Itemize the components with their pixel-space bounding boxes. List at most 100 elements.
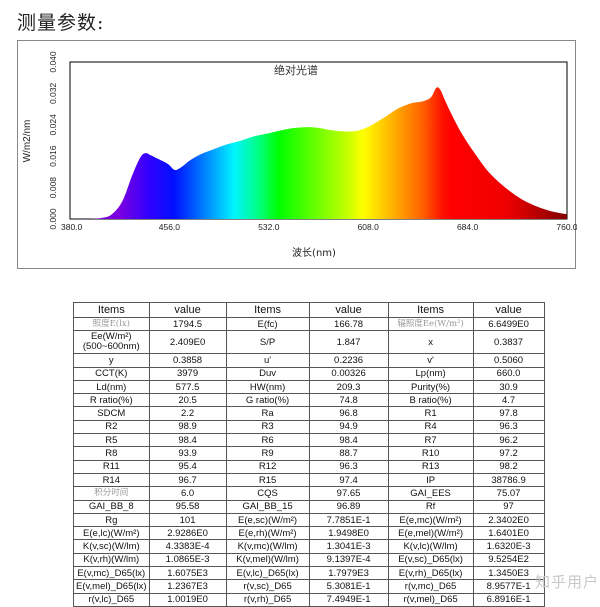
item-label: R8 xyxy=(73,446,150,461)
x-tick-label: 608.0 xyxy=(358,222,380,232)
header-items-1: Items xyxy=(73,302,150,318)
table-row: E(v,mc)_D65(lx) 1.6075E3 E(v,lc)_D65(lx) 1.… xyxy=(73,566,545,581)
y-tick-label: 0.008 xyxy=(48,177,58,199)
spectrum-area xyxy=(70,87,567,220)
item-value: 6.0 xyxy=(148,486,227,501)
item-label: Lp(nm) xyxy=(387,366,474,381)
item-label: GAI_BB_8 xyxy=(73,499,150,514)
item-label: R3 xyxy=(225,419,310,435)
table-row: CCT(K) 3979 Duv 0.00326 Lp(nm) 660.0 xyxy=(73,366,545,381)
table-row: SDCM 2.2 Ra 96.8 R1 97.8 xyxy=(73,406,545,421)
table-row: Rg 101 E(e,sc)(W/m²) 7.7851E-1 E(e,mc)(W/m²)… xyxy=(73,512,545,528)
item-value: 1.9498E0 xyxy=(308,526,389,541)
item-label: GAI_BB_15 xyxy=(225,499,310,514)
table-row: R ratio(%) 20.5 G ratio(%) 74.8 B ratio(%) 4.… xyxy=(73,393,545,408)
item-label: Purity(%) xyxy=(387,379,474,395)
item-label: K(v,mel)(W/lm) xyxy=(225,552,310,568)
x-tick-label: 456.0 xyxy=(159,222,181,232)
item-label: R14 xyxy=(73,472,150,488)
item-value: 1.6401E0 xyxy=(472,526,545,541)
item-value: 74.8 xyxy=(308,393,389,408)
table-row: Ee(W/m²)(500~600nm) 2.409E0 S/P 1.847 x 0.383… xyxy=(73,330,545,355)
item-label: r(v,mel)_D65 xyxy=(387,592,474,607)
item-label: K(v,sc)(W/lm) xyxy=(73,539,150,554)
table-row: 照度E(lx) 1794.5 E(fc) 166.78 辐照度Ee(W/m²) 6.649… xyxy=(73,316,545,332)
item-value: 4.3383E-4 xyxy=(148,539,227,554)
item-value: 75.07 xyxy=(472,486,545,501)
item-value: 7.4949E-1 xyxy=(308,592,389,607)
item-value: 1.6075E3 xyxy=(148,566,227,581)
item-value: 2.9286E0 xyxy=(148,526,227,541)
item-label: R1 xyxy=(387,406,474,421)
item-value: 98.9 xyxy=(148,419,227,435)
table-row: R2 98.9 R3 94.9 R4 96.3 xyxy=(73,419,545,435)
item-value: 1.847 xyxy=(308,330,389,355)
item-value: 9.5254E2 xyxy=(472,552,545,568)
item-value: 95.58 xyxy=(148,499,227,514)
item-value: 97.4 xyxy=(308,472,389,488)
item-label: K(v,mc)(W/lm) xyxy=(225,539,310,554)
header-value-3: value xyxy=(472,302,545,318)
y-tick-label: 0.040 xyxy=(48,51,58,73)
item-value: 166.78 xyxy=(308,316,389,332)
item-label: Rg xyxy=(73,512,150,528)
item-value: 8.9577E-1 xyxy=(472,579,545,594)
table-row: E(e,lc)(W/m²) 2.9286E0 E(e,rh)(W/m²) 1.9498… xyxy=(73,526,545,541)
item-value: 88.7 xyxy=(308,446,389,461)
item-value: 1.7979E3 xyxy=(308,566,389,581)
x-tick-label: 532.0 xyxy=(258,222,280,232)
item-label: HW(nm) xyxy=(225,379,310,395)
item-label: R10 xyxy=(387,446,474,461)
item-value: 2.2 xyxy=(148,406,227,421)
item-value: 0.2236 xyxy=(308,353,389,368)
item-label: R2 xyxy=(73,419,150,435)
item-value: 1794.5 xyxy=(148,316,227,332)
item-label: G ratio(%) xyxy=(225,393,310,408)
item-label: R11 xyxy=(73,459,150,474)
spectrum-chart-svg: 绝对光谱 380.0 456.0 532.0 608.0 684.0 760.0 0.00… xyxy=(22,51,577,259)
item-value: 20.5 xyxy=(148,393,227,408)
item-label: Ee(W/m²)(500~600nm) xyxy=(73,330,150,355)
watermark: 知乎用户 xyxy=(535,574,600,591)
item-label: E(e,mc)(W/m²) xyxy=(387,512,474,528)
x-tick-label: 684.0 xyxy=(457,222,479,232)
item-label: CCT(K) xyxy=(73,366,150,381)
table-row: 积分时间 6.0 CQS 97.65 GAI_EES 75.07 xyxy=(73,486,545,501)
spectrum-chart: 绝对光谱 380.0 456.0 532.0 608.0 684.0 760.0 0.00… xyxy=(17,40,577,269)
y-tick-label: 0.000 xyxy=(48,208,58,230)
item-label: E(fc) xyxy=(225,316,310,332)
y-tick-label: 0.016 xyxy=(48,145,58,167)
item-value: 97.2 xyxy=(472,446,545,461)
header-items-3: Items xyxy=(387,302,474,318)
table-row: R14 96.7 R15 97.4 IP 38786.9 xyxy=(73,472,545,488)
table-row: E(v,mel)_D65(lx) 1.2367E3 r(v,sc)_D65 5.308… xyxy=(73,579,545,594)
item-label: 辐照度Ee(W/m²) xyxy=(387,316,474,332)
item-value: 96.89 xyxy=(308,499,389,514)
item-label: E(v,mel)_D65(lx) xyxy=(73,579,150,594)
item-value: 1.3041E-3 xyxy=(308,539,389,554)
item-value: 0.3837 xyxy=(472,330,545,355)
item-value: 7.7851E-1 xyxy=(308,512,389,528)
table-row: R11 95.4 R12 96.3 R13 98.2 xyxy=(73,459,545,474)
item-value: 6.8916E-1 xyxy=(472,592,545,607)
x-axis-ticks: 380.0 456.0 532.0 608.0 684.0 760.0 xyxy=(61,222,577,232)
item-value: 4.7 xyxy=(472,393,545,408)
item-label: SDCM xyxy=(73,406,150,421)
item-value: 0.5060 xyxy=(472,353,545,368)
item-label: E(e,mel)(W/m²) xyxy=(387,526,474,541)
x-axis-label: 波长(nm) xyxy=(292,246,336,259)
item-value: 96.7 xyxy=(148,472,227,488)
item-value: 6.6499E0 xyxy=(472,316,545,332)
item-value: 96.2 xyxy=(472,433,545,448)
item-value: 9.1397E-4 xyxy=(308,552,389,568)
item-value: 96.3 xyxy=(308,459,389,474)
table-row: r(v,lc)_D65 1.0019E0 r(v,rh)_D65 7.4949E-1 r… xyxy=(73,592,545,607)
item-value: 38786.9 xyxy=(472,472,545,488)
item-label: 照度E(lx) xyxy=(73,316,150,332)
item-value: 97.65 xyxy=(308,486,389,501)
item-label: r(v,lc)_D65 xyxy=(73,592,150,607)
y-tick-label: 0.032 xyxy=(48,82,58,104)
item-label: GAI_EES xyxy=(387,486,474,501)
item-label: R ratio(%) xyxy=(73,393,150,408)
table-row: R8 93.9 R9 88.7 R10 97.2 xyxy=(73,446,545,461)
